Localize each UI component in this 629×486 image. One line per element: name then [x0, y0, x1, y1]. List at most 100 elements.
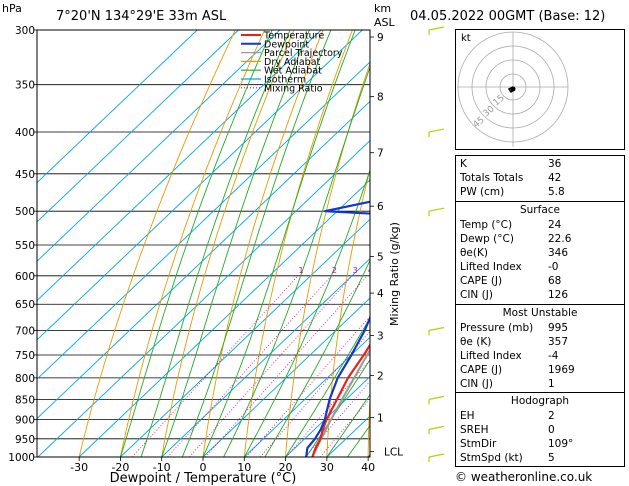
most-unstable-panel: Most Unstable Pressure (mb) 995 θe (K) 3… — [455, 304, 625, 393]
dry-adiabat-line — [243, 30, 353, 457]
pressure-tick-label: 550 — [15, 240, 35, 252]
surface-value: 68 — [548, 275, 562, 287]
temperature-tick-label: -30 — [70, 461, 88, 474]
isotherm-line — [120, 218, 370, 457]
index-value: 5.8 — [548, 186, 565, 198]
legend-label: Parcel Trajectory — [264, 48, 343, 59]
surface-value: 126 — [548, 289, 569, 301]
wind-barb — [428, 207, 445, 212]
index-value: 36 — [548, 158, 562, 170]
pressure-tick-label: 700 — [15, 326, 35, 338]
temperature-tick-label: 40 — [361, 461, 375, 474]
most-unstable-title: Most Unstable — [502, 307, 578, 319]
mixing-ratio-label: 3 — [353, 266, 358, 275]
pressure-tick-label: 950 — [15, 434, 35, 446]
hodo-label: StmDir — [460, 438, 497, 450]
temperature-tick-label: -10 — [153, 461, 171, 474]
pressure-tick-label: 750 — [15, 350, 35, 362]
legend-label: Dewpoint — [264, 39, 309, 50]
index-label: Totals Totals — [460, 172, 524, 184]
location-title: 7°20'N 134°29'E 33m ASL — [56, 9, 227, 24]
mixing-ratio-line — [205, 275, 368, 457]
temperature-line — [311, 343, 370, 457]
mixing-ratio-label: 2 — [332, 266, 337, 275]
hodo-label: SREH — [460, 424, 489, 436]
surface-panel: Surface Temp (°C) 24 Dewp (°C) 22.6 θe(K… — [455, 201, 625, 305]
surface-label: θe(K) — [460, 247, 488, 259]
km-tick-label: 2 — [377, 371, 384, 383]
km-tick-label: 1 — [377, 413, 384, 425]
mixing-ratio-label: 4 — [368, 266, 373, 275]
unstable-label: θe (K) — [460, 336, 492, 348]
wet-adiabat-line — [202, 30, 356, 457]
pressure-tick-label: 1000 — [8, 452, 35, 464]
km-tick-label: 6 — [377, 201, 384, 213]
legend-label: Isotherm — [264, 75, 306, 86]
wind-barb — [428, 425, 445, 430]
index-label: K — [460, 158, 467, 170]
hodograph-panel: kt 45 30 15 — [455, 29, 625, 150]
isotherm-line — [243, 336, 370, 457]
isotherm-line — [37, 140, 370, 457]
pressure-tick-label: 300 — [15, 25, 35, 37]
wet-adiabat-line — [264, 259, 370, 457]
temperature-tick-label: 20 — [279, 461, 293, 474]
hodograph-ring-label: 45 — [472, 115, 487, 130]
mixing-ratio-line — [189, 275, 353, 457]
hodo-value: 109° — [548, 438, 574, 450]
basic-indices-panel: K 36 Totals Totals 42 PW (cm) 5.8 — [455, 155, 625, 202]
plot-frame — [36, 29, 371, 458]
isotherm-line — [37, 100, 370, 420]
pressure-tick-label: 600 — [15, 271, 35, 283]
unstable-label: CIN (J) — [460, 378, 493, 390]
index-value: 42 — [548, 172, 562, 184]
legend-label: Wet Adiabat — [264, 66, 322, 77]
legend-label: Dry Adiabat — [264, 57, 321, 68]
mixing-ratio-label: 10 — [417, 266, 427, 275]
pressure-unit-label: hPa — [2, 2, 22, 15]
pressure-tick-label: 900 — [15, 415, 35, 427]
isotherm-line — [37, 61, 370, 380]
surface-title: Surface — [519, 204, 560, 216]
hodograph-indices-title: Hodograph — [510, 395, 570, 407]
wet-adiabat-line — [140, 30, 291, 457]
surface-label: CAPE (J) — [460, 275, 503, 287]
unstable-value: 1 — [548, 378, 555, 390]
parcel-trajectory-line — [311, 347, 370, 457]
hodo-label: StmSpd (kt) — [460, 452, 523, 464]
dry-adiabat-line — [161, 30, 295, 457]
wind-barb — [428, 26, 445, 31]
unstable-value: 357 — [548, 336, 569, 348]
index-label: PW (cm) — [460, 186, 505, 198]
mixing-ratio-line — [246, 315, 370, 457]
unstable-label: CAPE (J) — [460, 364, 503, 376]
isotherm-line — [37, 30, 322, 302]
isotherm-line — [37, 30, 363, 341]
hodograph-indices-panel: Hodograph EH 2 SREH 0 StmDir 109° StmSpd… — [455, 392, 625, 467]
mixing-ratio-label: 15 — [441, 266, 451, 275]
isotherm-line — [37, 30, 198, 184]
pressure-tick-label: 800 — [15, 373, 35, 385]
isotherm-line — [37, 30, 281, 262]
mixing-ratio-label: 1 — [299, 266, 304, 275]
x-axis-label: Dewpoint / Temperature (°C) — [110, 471, 297, 486]
unstable-label: Lifted Index — [460, 350, 522, 362]
wind-barb — [428, 395, 445, 400]
pressure-tick-label: 500 — [15, 206, 35, 218]
pressure-tick-label: 850 — [15, 394, 35, 406]
wind-barb — [428, 128, 445, 133]
mixing-ratio-axis-label: Mixing Ratio (g/kg) — [388, 222, 401, 326]
wind-barb — [428, 453, 445, 458]
wet-adiabat-line — [243, 168, 370, 457]
pressure-tick-label: 350 — [15, 80, 35, 92]
isotherm-line — [161, 258, 370, 457]
copyright-footer: © weatheronline.co.uk — [455, 470, 593, 484]
km-unit-label: km — [374, 2, 392, 15]
km-tick-label: 7 — [377, 148, 384, 160]
legend-label: Mixing Ratio — [264, 83, 323, 94]
dry-adiabat-line — [367, 391, 370, 457]
surface-label: CIN (J) — [460, 289, 493, 301]
